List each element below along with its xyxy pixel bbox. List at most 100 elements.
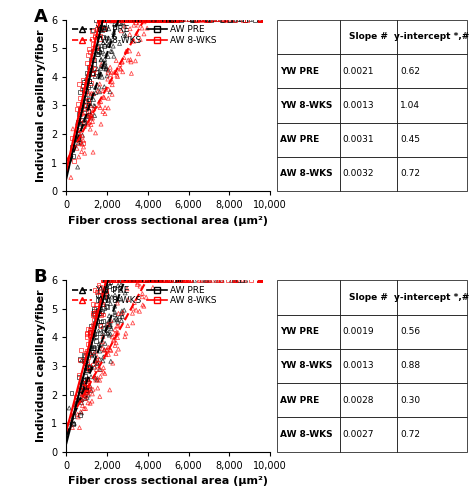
Point: [107, 323, 114, 330]
Point: [162, 276, 169, 284]
Point: [140, 30, 148, 38]
Point: [256, 276, 264, 284]
Point: [118, 16, 125, 24]
Point: [123, 276, 130, 284]
Point: [228, 276, 235, 284]
Point: [77, 138, 85, 146]
Point: [219, 16, 227, 24]
Point: [95, 358, 102, 366]
Point: [126, 16, 133, 24]
Point: [96, 291, 103, 299]
Point: [88, 70, 96, 78]
Point: [158, 16, 166, 24]
Point: [175, 16, 183, 24]
Point: [136, 282, 144, 290]
Point: [100, 293, 107, 300]
Point: [166, 276, 174, 284]
Point: [136, 307, 143, 315]
Point: [152, 276, 160, 284]
Point: [99, 300, 106, 308]
Point: [83, 328, 91, 336]
Point: [81, 357, 88, 365]
Point: [102, 276, 109, 284]
Point: [182, 276, 190, 284]
Point: [103, 276, 111, 284]
Point: [84, 386, 92, 394]
Point: [167, 276, 174, 284]
Point: [103, 72, 111, 80]
Point: [256, 16, 264, 24]
Point: [143, 276, 151, 284]
Point: [147, 16, 155, 24]
Point: [95, 71, 102, 79]
Point: [87, 325, 94, 332]
Point: [128, 16, 136, 24]
Point: [173, 16, 180, 24]
Point: [115, 276, 122, 284]
Point: [141, 16, 148, 24]
Point: [158, 16, 166, 24]
Point: [101, 58, 109, 66]
Point: [123, 16, 131, 24]
Point: [82, 75, 90, 82]
Point: [158, 276, 166, 284]
Point: [100, 276, 108, 284]
Point: [182, 276, 189, 284]
Point: [75, 110, 83, 118]
Point: [97, 31, 104, 39]
Point: [83, 69, 91, 77]
Point: [86, 81, 94, 89]
Point: [72, 393, 80, 401]
Point: [79, 118, 86, 126]
Point: [103, 276, 110, 284]
Point: [81, 391, 89, 399]
Point: [147, 16, 155, 24]
Point: [172, 16, 180, 24]
Point: [97, 120, 105, 128]
Point: [77, 355, 84, 363]
Point: [123, 16, 130, 24]
Point: [115, 276, 123, 284]
Point: [130, 276, 138, 284]
Point: [132, 16, 140, 24]
Point: [157, 276, 164, 284]
Point: [101, 41, 109, 49]
Point: [133, 276, 140, 284]
Point: [154, 16, 162, 24]
Point: [150, 16, 157, 24]
Point: [107, 347, 115, 355]
Point: [89, 300, 97, 308]
Point: [99, 16, 106, 24]
Point: [137, 276, 144, 284]
Point: [111, 311, 119, 319]
Point: [100, 347, 108, 355]
Point: [81, 357, 89, 365]
Point: [116, 295, 124, 303]
Point: [231, 16, 239, 24]
Point: [79, 139, 86, 147]
Point: [251, 16, 258, 24]
Point: [138, 16, 146, 24]
Point: [110, 316, 118, 324]
Point: [134, 276, 141, 284]
Point: [92, 45, 100, 53]
Point: [141, 16, 148, 24]
Point: [94, 384, 101, 392]
Point: [105, 282, 112, 290]
Point: [78, 379, 85, 386]
Point: [114, 316, 121, 324]
Point: [256, 16, 264, 24]
Point: [137, 16, 145, 24]
Point: [90, 89, 98, 97]
Point: [87, 55, 94, 63]
Point: [157, 276, 164, 284]
Point: [94, 42, 102, 50]
Point: [129, 276, 137, 284]
Point: [97, 55, 105, 63]
Point: [161, 276, 168, 284]
Point: [91, 305, 98, 313]
Point: [111, 342, 119, 350]
Point: [114, 276, 121, 284]
Point: [76, 88, 84, 96]
Point: [80, 143, 87, 151]
